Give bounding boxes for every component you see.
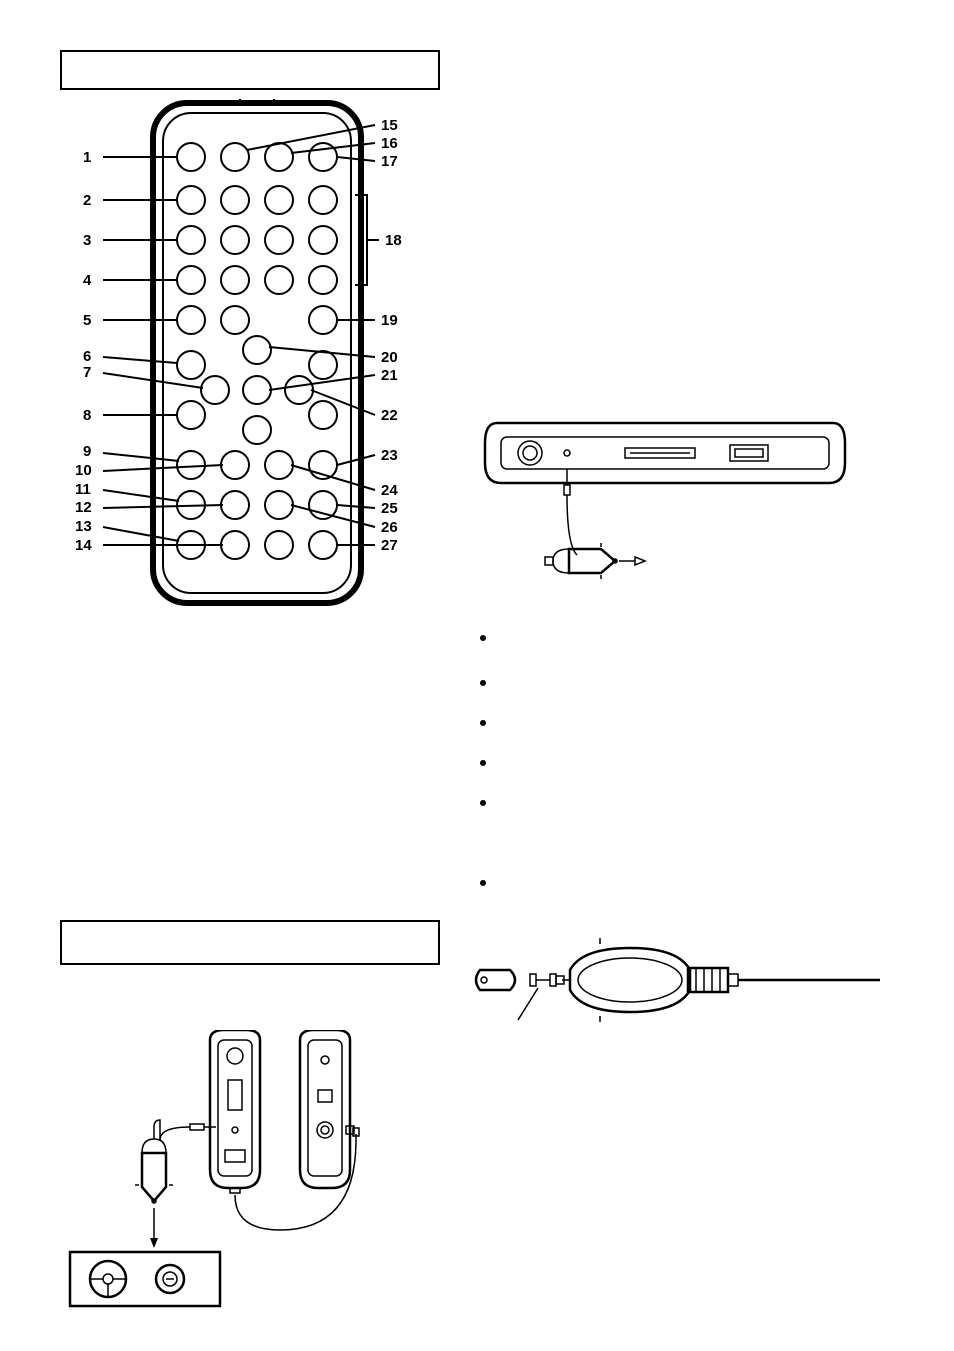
callout-14: 14 xyxy=(75,537,92,554)
bullet-1 xyxy=(480,635,486,641)
callout-16: 16 xyxy=(381,135,398,152)
callout-7: 7 xyxy=(83,364,91,381)
callout-21: 21 xyxy=(381,367,398,384)
callout-1: 1 xyxy=(83,149,91,166)
callout-12: 12 xyxy=(75,499,92,516)
callout-3: 3 xyxy=(83,232,91,249)
callout-23: 23 xyxy=(381,447,398,464)
section-title-remote xyxy=(60,50,440,90)
callout-25: 25 xyxy=(381,500,398,517)
dual-device-car-connection xyxy=(60,1030,400,1310)
callout-27: 27 xyxy=(381,537,398,554)
car-adapter-fuse-diagram xyxy=(470,930,890,1050)
device-top-view-car-adapter xyxy=(475,415,865,605)
bullet-4 xyxy=(480,760,486,766)
callout-4: 4 xyxy=(83,272,92,289)
bullet-5 xyxy=(480,800,486,806)
callout-19: 19 xyxy=(381,312,398,329)
callout-9: 9 xyxy=(83,443,91,460)
callout-15: 15 xyxy=(381,117,398,134)
callout-24: 24 xyxy=(381,482,398,499)
manual-page: 1 2 3 4 5 6 7 8 9 10 11 12 13 1 xyxy=(0,0,954,1351)
callout-13: 13 xyxy=(75,518,92,535)
callout-26: 26 xyxy=(381,519,398,536)
bullet-2 xyxy=(480,680,486,686)
callout-8: 8 xyxy=(83,407,91,424)
callout-6: 6 xyxy=(83,348,91,365)
callout-17: 17 xyxy=(381,153,398,170)
bullet-3 xyxy=(480,720,486,726)
callout-2: 2 xyxy=(83,192,91,209)
callout-20: 20 xyxy=(381,349,398,366)
callout-18: 18 xyxy=(385,232,402,249)
callout-22: 22 xyxy=(381,407,398,424)
bullet-6 xyxy=(480,880,486,886)
callout-11: 11 xyxy=(75,481,91,498)
callout-5: 5 xyxy=(83,312,91,329)
remote-control-diagram: 1 2 3 4 5 6 7 8 9 10 11 12 13 1 xyxy=(55,95,445,615)
section-title-power xyxy=(60,920,440,965)
callout-10: 10 xyxy=(75,462,92,479)
